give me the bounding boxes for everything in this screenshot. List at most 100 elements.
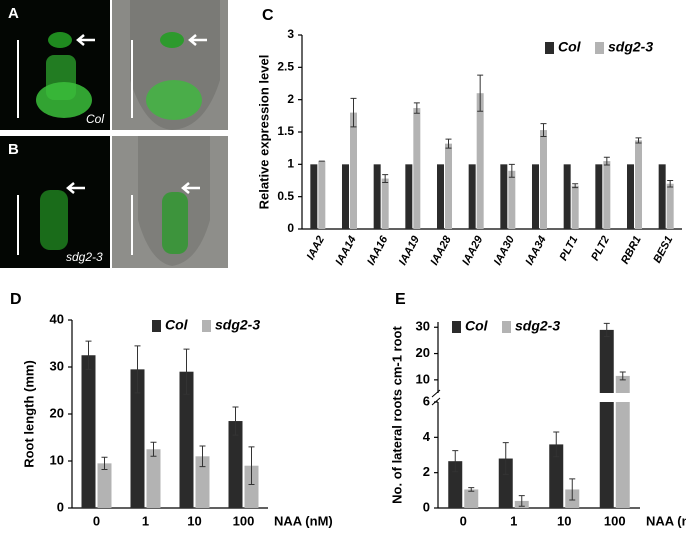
- cell: [160, 32, 184, 48]
- y-tick-label: 1: [287, 157, 294, 171]
- x-tick-label: 0: [460, 513, 467, 528]
- error-bar: [382, 174, 389, 183]
- bar: [595, 164, 603, 229]
- bar: [532, 164, 539, 229]
- x-tick-label: PLT2: [589, 234, 612, 263]
- bar: [81, 355, 96, 508]
- y-tick-label: 6: [423, 393, 430, 408]
- error-bar: [248, 446, 255, 485]
- error-bar: [452, 450, 459, 473]
- cell: [40, 190, 68, 250]
- bar: [599, 329, 614, 393]
- error-bar: [445, 138, 452, 149]
- y-axis-label: Relative expression level: [256, 55, 271, 210]
- y-axis-label: Root length (mm): [21, 360, 36, 468]
- bar: [603, 161, 611, 229]
- legend-label: sdg2-3: [608, 39, 653, 55]
- bar: [310, 164, 318, 229]
- bar: [437, 164, 444, 229]
- bar: [549, 444, 564, 508]
- error-bar: [134, 345, 141, 394]
- bar: [97, 463, 112, 508]
- error-bar: [569, 478, 576, 501]
- legend-swatch: [452, 321, 461, 333]
- error-bar: [101, 456, 108, 470]
- error-bar: [183, 348, 190, 395]
- bar: [244, 465, 259, 508]
- x-tick-label: BES1: [651, 234, 675, 265]
- y-tick-label: 1.5: [277, 124, 294, 138]
- x-tick-label: IAA34: [523, 234, 548, 267]
- image-panel-a: A Col: [0, 0, 228, 130]
- x-tick-label: IAA14: [333, 234, 358, 267]
- y-tick-label: 30: [416, 319, 430, 334]
- bar: [635, 140, 642, 229]
- cell: [162, 192, 188, 254]
- error-bar: [635, 137, 642, 144]
- y-tick-label: 40: [50, 311, 64, 326]
- genotype-label: Col: [86, 112, 104, 126]
- bar: [508, 170, 516, 229]
- panel-label: B: [8, 141, 19, 158]
- y-tick-label: 2: [287, 92, 294, 106]
- panel-label: D: [10, 291, 22, 308]
- x-tick-label: 1: [510, 513, 517, 528]
- error-bar: [502, 442, 509, 475]
- bar: [599, 402, 614, 508]
- legend-swatch: [202, 320, 211, 332]
- error-bar: [518, 495, 525, 507]
- genotype-label: sdg2-3: [66, 250, 103, 264]
- x-tick-label: IAA29: [460, 233, 486, 267]
- x-tick-label: 10: [557, 513, 571, 528]
- bar: [350, 112, 357, 229]
- bar: [130, 369, 145, 508]
- error-bar: [350, 97, 357, 128]
- arrow: [66, 182, 85, 194]
- arrow: [188, 34, 207, 46]
- legend-label: Col: [465, 318, 489, 334]
- bar: [627, 164, 634, 229]
- x-tick-label: 100: [233, 513, 255, 528]
- image-panel-b: B sdg2-3: [0, 136, 228, 268]
- bar: [373, 164, 381, 229]
- bar: [146, 449, 161, 508]
- bar: [666, 183, 674, 229]
- bar: [476, 93, 484, 229]
- panel-label: C: [262, 7, 274, 24]
- x-tick-label: IAA30: [492, 233, 518, 267]
- x-tick-label: IAA16: [365, 233, 391, 267]
- error-bar: [553, 431, 560, 458]
- error-bar: [477, 74, 484, 112]
- x-tick-label: IAA2: [305, 234, 327, 262]
- y-tick-label: 30: [50, 358, 64, 373]
- axis-break: [431, 389, 441, 406]
- y-tick-label: 0.5: [277, 189, 294, 203]
- y-tick-label: 0: [287, 221, 294, 235]
- bar: [179, 371, 194, 508]
- error-bar: [572, 183, 579, 189]
- x-axis-label: NAA (nM): [274, 513, 333, 528]
- y-tick-label: 20: [416, 345, 430, 360]
- y-tick-label: 10: [50, 452, 64, 467]
- error-bar: [603, 322, 610, 337]
- bar: [342, 164, 349, 229]
- error-bar: [508, 163, 515, 178]
- x-tick-label: IAA19: [397, 233, 423, 267]
- error-bar: [603, 156, 610, 166]
- legend-label: sdg2-3: [515, 318, 560, 334]
- bar: [615, 402, 630, 508]
- bar: [540, 130, 547, 229]
- error-bar: [232, 406, 239, 436]
- bar: [563, 164, 571, 229]
- bar: [464, 489, 479, 508]
- x-tick-label: PLT1: [558, 234, 581, 263]
- error-bar: [150, 441, 157, 457]
- x-tick-label: 1: [142, 513, 149, 528]
- error-bar: [667, 180, 674, 188]
- x-tick-label: RBR1: [619, 234, 644, 266]
- bar: [195, 456, 210, 508]
- bar: [318, 161, 326, 229]
- arrow: [181, 182, 200, 194]
- legend-swatch: [152, 320, 161, 332]
